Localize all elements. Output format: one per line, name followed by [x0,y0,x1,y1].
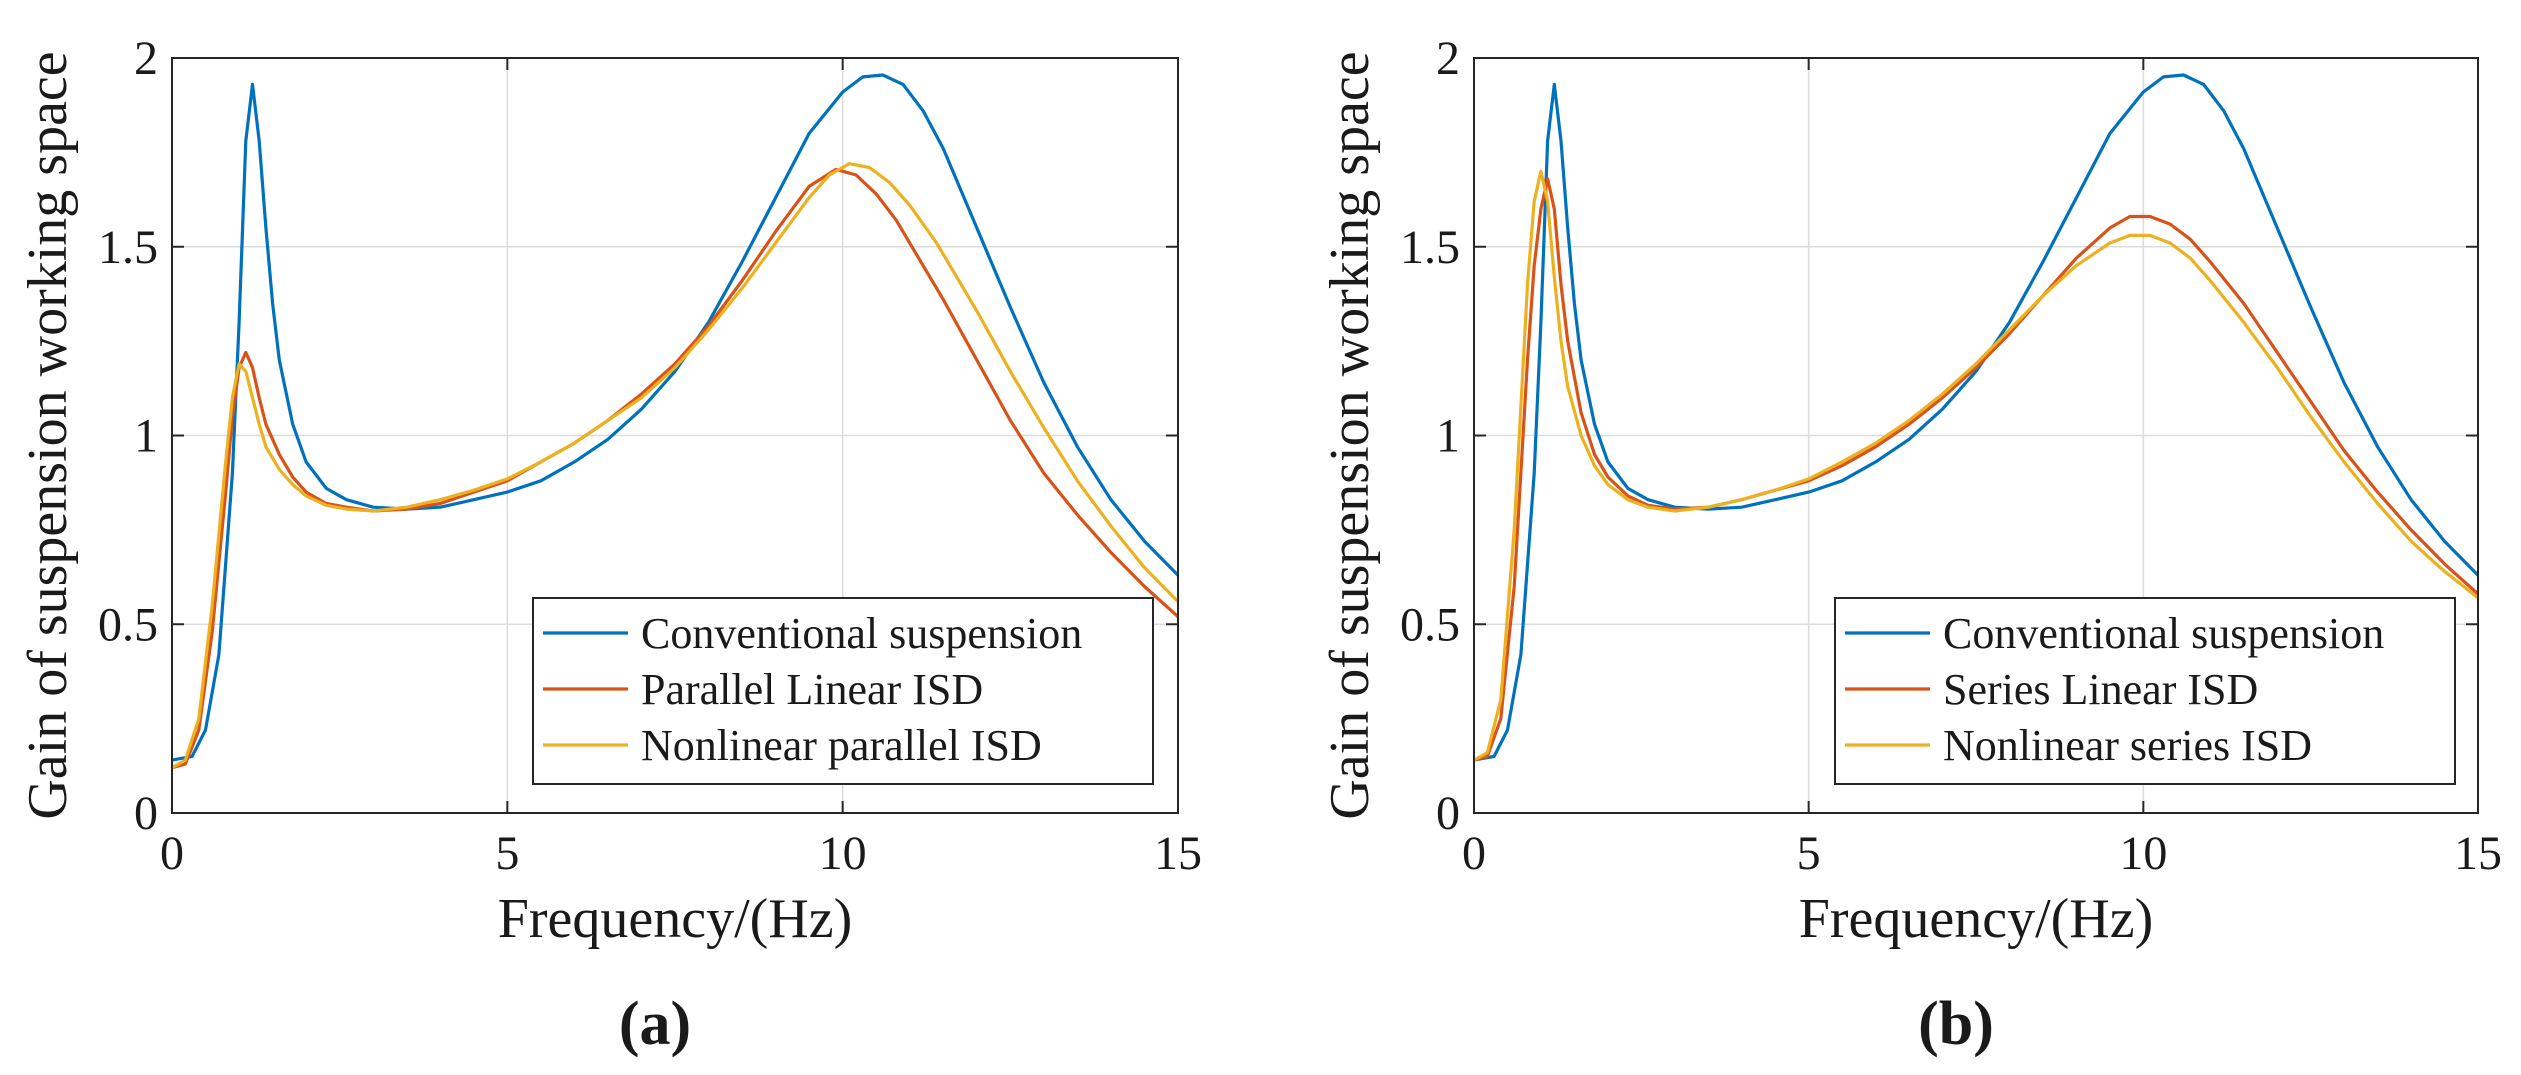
y-tick-label: 0 [134,787,158,840]
legend-label: Conventional suspension [1943,609,2384,658]
x-axis-label: Frequency/(Hz) [1799,888,2154,950]
legend-label: Series Linear ISD [1943,665,2258,714]
legend: Conventional suspension Parallel Linear I… [532,597,1154,785]
y-axis-label: Gain of suspension working space [17,51,79,819]
x-tick-label: 15 [2454,827,2502,880]
x-tick-label: 5 [1797,827,1821,880]
legend-label: Parallel Linear ISD [641,665,983,714]
y-tick-label: 1 [1436,410,1460,463]
y-tick-label: 2 [134,32,158,85]
series-line-nonlinear [171,162,1180,770]
y-tick-label: 0.5 [98,598,158,651]
x-tick-label: 0 [1462,827,1486,880]
series-line-linear [1473,177,2480,762]
panel-label: (b) [1918,990,1994,1058]
x-tick-label: 10 [2119,827,2167,880]
legend-label: Nonlinear parallel ISD [641,721,1042,770]
y-tick-label: 2 [1436,32,1460,85]
legend-box [532,597,1154,785]
x-axis-label: Frequency/(Hz) [498,888,853,950]
x-tick-label: 0 [160,827,184,880]
x-tick-label: 15 [1154,827,1202,880]
y-tick-label: 1.5 [1400,221,1460,274]
y-tick-label: 0 [1436,787,1460,840]
legend-label: Conventional suspension [641,609,1082,658]
y-tick-label: 1 [134,410,158,463]
chart-panel-b: 0 5 10 15 0 0.5 1 1.5 2 Frequency/(Hz) Gain of sus… [1319,32,2502,1058]
panel-label: (a) [619,990,691,1058]
series-line-nonlinear [1473,169,2479,762]
legend: Conventional suspension Series Linear ISD… [1834,597,2456,785]
chart-panel-a: 0 5 10 15 0 0.5 1 1.5 2 Frequency/(Hz) Gain of sus… [17,32,1202,1058]
x-tick-label: 10 [819,827,867,880]
y-tick-label: 0.5 [1400,598,1460,651]
series-line-conventional [1473,73,2480,762]
series-line-conventional [171,73,1180,762]
x-tick-label: 5 [495,827,519,880]
legend-label: Nonlinear series ISD [1943,721,2312,770]
y-tick-label: 1.5 [98,221,158,274]
legend-box [1834,597,2456,785]
y-axis-label: Gain of suspension working space [1319,51,1381,819]
